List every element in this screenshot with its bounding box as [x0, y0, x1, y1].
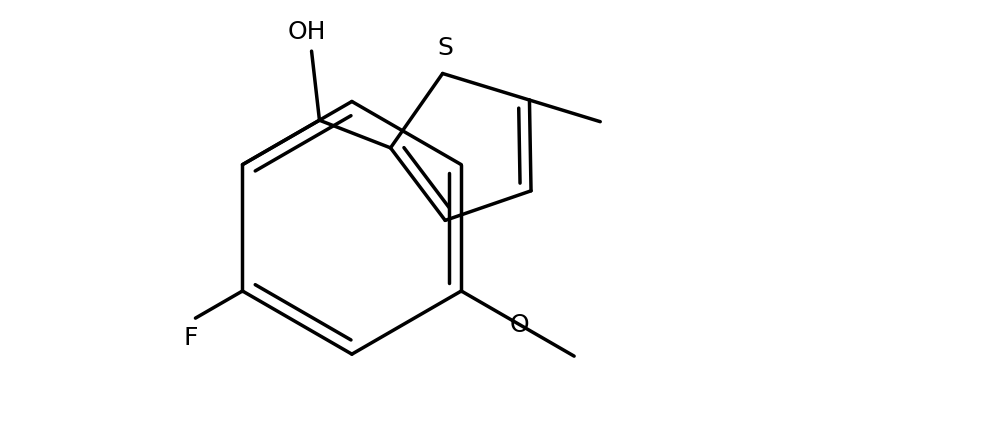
Text: S: S — [438, 36, 453, 59]
Text: O: O — [510, 312, 530, 336]
Text: OH: OH — [287, 20, 326, 44]
Text: F: F — [184, 326, 198, 350]
